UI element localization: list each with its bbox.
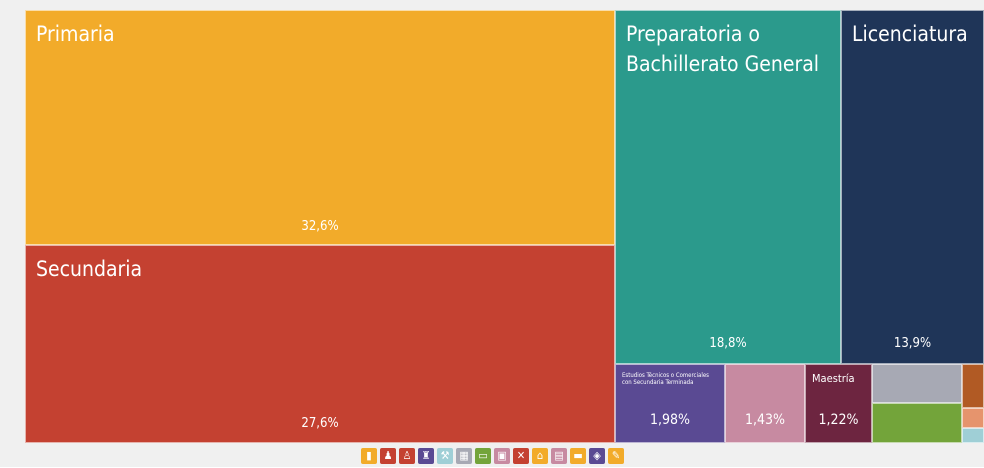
book-icon-glyph: ▮ [366, 449, 372, 462]
folder-icon-glyph: ▬ [573, 449, 583, 462]
building-icon-glyph: ⌂ [536, 449, 544, 462]
tile-licenciatura[interactable]: Licenciatura 13,9% [841, 10, 984, 364]
tile-other-2[interactable] [872, 364, 962, 403]
badge-icon-glyph: ◈ [593, 449, 601, 462]
tools-icon[interactable]: ⚒ [437, 448, 453, 464]
tile-label: Secundaria [36, 257, 143, 281]
tile-other-4[interactable] [962, 364, 984, 408]
tile-label: Licenciatura [852, 22, 968, 46]
student-icon[interactable]: ♙ [399, 448, 415, 464]
legend-icon-bar: ▮ ♟ ♙ ♜ ⚒ ▦ ▭ ▣ ✕ ⌂ ▤ ▬ ◈ ✎ [361, 448, 624, 468]
tile-value: 1,98% [649, 412, 690, 428]
student-icon-glyph: ♙ [402, 449, 412, 462]
tile-secundaria[interactable]: Secundaria 27,6% [25, 245, 615, 443]
graduate-icon-glyph: ♜ [421, 449, 431, 462]
graduate-icon[interactable]: ♜ [418, 448, 434, 464]
tools-icon-glyph: ⚒ [440, 449, 450, 462]
tile-other-5[interactable] [962, 408, 984, 428]
tile-value: 13,9% [893, 336, 932, 351]
tile-label: Primaria [36, 22, 115, 46]
diploma-icon-glyph: ▭ [478, 449, 488, 462]
tile-label: Estudios Técnicos o Comerciales con Secu… [622, 372, 709, 386]
diploma-icon[interactable]: ▭ [475, 448, 491, 464]
tile-value: 27,6% [301, 416, 339, 431]
folder-icon[interactable]: ▬ [570, 448, 586, 464]
backpack-icon[interactable]: ♟ [380, 448, 396, 464]
close-icon-glyph: ✕ [516, 449, 526, 462]
tile-other-3[interactable] [872, 403, 962, 443]
tile-label: Maestría [812, 372, 855, 385]
backpack-icon-glyph: ♟ [383, 449, 393, 462]
tile-primaria[interactable]: Primaria 32,6% [25, 10, 615, 245]
tile-label: Preparatoria o Bachillerato General [626, 22, 820, 76]
tile-value: 18,8% [709, 336, 747, 351]
tile-preparatoria[interactable]: Preparatoria o Bachillerato General 18,8% [615, 10, 841, 364]
book-icon[interactable]: ▮ [361, 448, 377, 464]
tile-maestria[interactable]: Maestría 1,22% [805, 364, 872, 443]
certificate-icon-glyph: ▣ [497, 449, 507, 462]
tile-other-6[interactable] [962, 428, 984, 443]
tile-value: 1,43% [744, 412, 785, 428]
badge-icon[interactable]: ◈ [589, 448, 605, 464]
tile-estudios-tecnicos[interactable]: Estudios Técnicos o Comerciales con Secu… [615, 364, 725, 443]
puzzle-icon-glyph: ▦ [459, 449, 469, 462]
puzzle-icon[interactable]: ▦ [456, 448, 472, 464]
pencil-icon-glyph: ✎ [611, 449, 621, 462]
close-icon[interactable]: ✕ [513, 448, 529, 464]
tile-other-1[interactable]: 1,43% [725, 364, 805, 443]
tile-value: 32,6% [301, 219, 339, 234]
certificate-icon[interactable]: ▣ [494, 448, 510, 464]
tile-value: 1,22% [818, 412, 859, 428]
document-icon[interactable]: ▤ [551, 448, 567, 464]
pencil-icon[interactable]: ✎ [608, 448, 624, 464]
document-icon-glyph: ▤ [554, 449, 564, 462]
building-icon[interactable]: ⌂ [532, 448, 548, 464]
